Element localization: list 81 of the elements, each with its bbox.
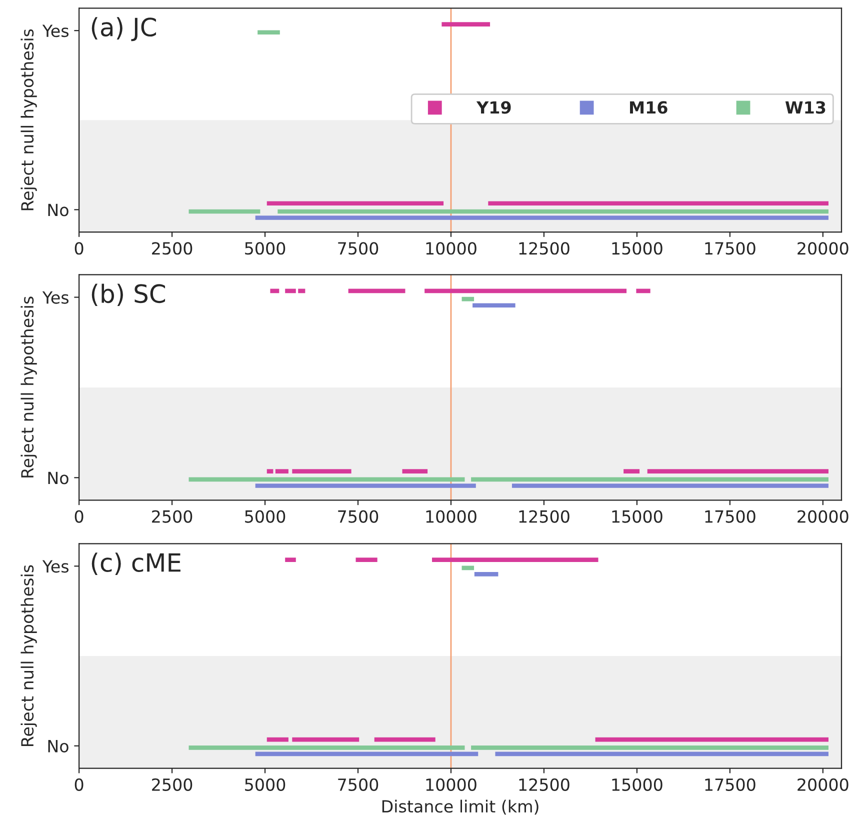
- bar: [356, 558, 378, 562]
- bar: [188, 746, 465, 750]
- bar: [647, 469, 828, 474]
- x-tick-label: 5000: [245, 242, 286, 255]
- x-tick-label: 20000: [798, 510, 848, 523]
- bar: [266, 469, 274, 474]
- bar: [292, 469, 352, 474]
- x-tick-label: 17500: [705, 510, 756, 523]
- bar: [188, 477, 465, 482]
- bar: [258, 30, 280, 35]
- y-axis-title: Reject null hypothesis: [20, 29, 37, 210]
- x-tick-label: 12500: [519, 510, 570, 523]
- bar: [188, 209, 260, 214]
- x-tick-label: 2500: [152, 242, 192, 255]
- bar: [285, 558, 296, 562]
- bar: [266, 201, 444, 206]
- bar: [424, 288, 627, 294]
- y-tick-label: No: [48, 472, 68, 484]
- legend-label: Y19: [476, 101, 511, 114]
- bar: [270, 288, 280, 294]
- x-tick-label: 15000: [612, 242, 662, 255]
- x-tick-label: 15000: [612, 778, 662, 791]
- bar: [432, 558, 598, 562]
- x-tick-label: 15000: [612, 510, 662, 523]
- bar: [292, 737, 360, 742]
- bar: [512, 484, 828, 488]
- y-tick-label: Yes: [42, 291, 69, 304]
- x-tick-label: 10000: [426, 510, 476, 523]
- bar: [472, 303, 516, 308]
- x-tick-label: 7500: [338, 510, 378, 523]
- y-axis-title: Reject null hypothesis: [20, 296, 37, 478]
- bar: [474, 572, 498, 576]
- x-tick-label: 7500: [338, 242, 378, 255]
- bar: [255, 216, 828, 220]
- legend-label: M16: [630, 101, 668, 114]
- bar: [595, 737, 828, 742]
- x-tick-label: 12500: [519, 242, 570, 255]
- bar: [255, 752, 478, 756]
- x-tick-label: 0: [74, 778, 84, 791]
- bar: [471, 746, 828, 750]
- bar: [278, 209, 828, 214]
- x-tick-label: 7500: [338, 778, 378, 791]
- x-tick-label: 17500: [705, 242, 756, 255]
- x-tick-label: 20000: [798, 242, 848, 255]
- x-tick-label: 2500: [152, 778, 192, 791]
- bar: [402, 469, 428, 474]
- x-axis-title: Distance limit (km): [382, 800, 538, 815]
- x-tick-label: 2500: [152, 510, 192, 523]
- bar: [374, 737, 436, 742]
- legend-label: W13: [785, 101, 826, 114]
- bar: [624, 469, 640, 474]
- x-tick-label: 0: [74, 510, 84, 523]
- bar: [636, 288, 650, 294]
- x-tick-label: 12500: [519, 778, 570, 791]
- x-tick-label: 10000: [426, 242, 476, 255]
- chart-title: (c) cME: [92, 552, 180, 575]
- bar: [488, 201, 828, 206]
- y-tick-label: Yes: [42, 560, 69, 573]
- x-tick-label: 5000: [245, 510, 286, 523]
- bar: [471, 477, 828, 482]
- bar: [255, 484, 476, 488]
- x-tick-label: 10000: [426, 778, 476, 791]
- chart-title: (a) JC: [92, 17, 156, 42]
- bar: [285, 288, 296, 294]
- x-tick-label: 17500: [705, 778, 756, 791]
- y-axis-title: Reject null hypothesis: [20, 565, 37, 746]
- bar: [348, 288, 406, 294]
- x-tick-label: 0: [74, 242, 84, 255]
- bar: [495, 752, 828, 756]
- x-tick-label: 5000: [245, 778, 286, 791]
- x-tick-label: 20000: [798, 778, 848, 791]
- bar: [462, 566, 474, 570]
- y-tick-label: No: [48, 204, 68, 216]
- bar: [462, 296, 474, 302]
- bar: [442, 22, 490, 26]
- bar: [266, 737, 288, 742]
- y-tick-label: Yes: [42, 24, 69, 38]
- chart-title: (b) SC: [92, 284, 166, 306]
- y-tick-label: No: [48, 740, 68, 752]
- bar: [298, 288, 306, 294]
- bar: [275, 469, 288, 474]
